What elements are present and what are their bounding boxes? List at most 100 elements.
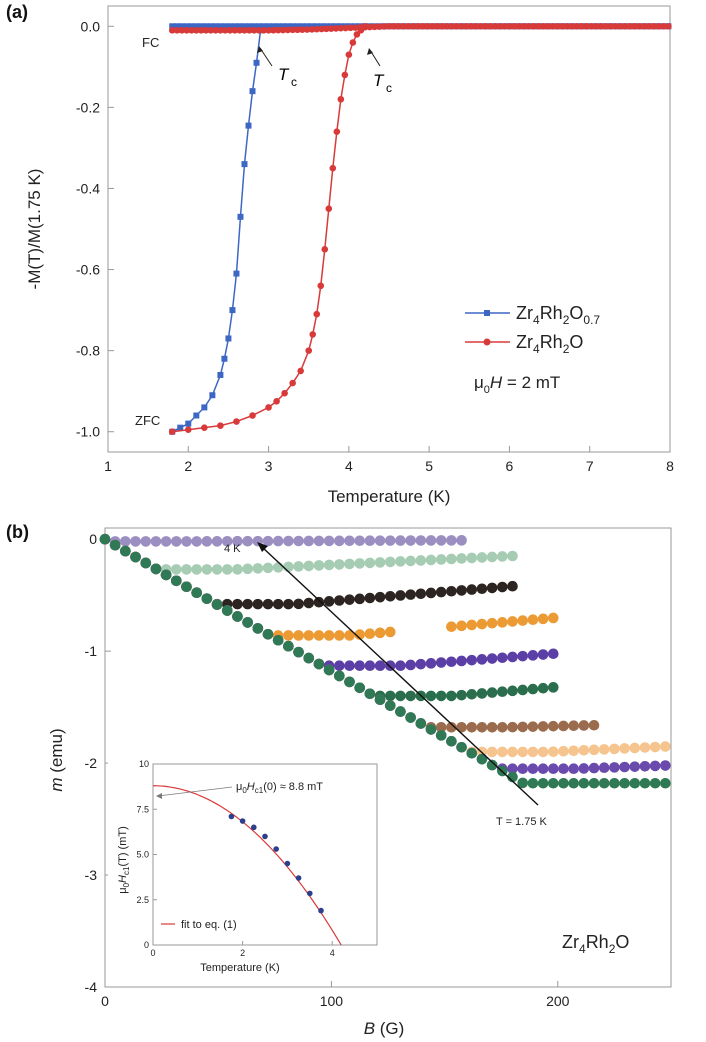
magnetization-point xyxy=(242,598,253,610)
magnetization-point xyxy=(171,564,182,575)
inset-data-point xyxy=(262,833,268,840)
inset-data-point xyxy=(251,824,257,831)
fc-data-point xyxy=(217,23,224,30)
magnetization-point xyxy=(649,777,661,789)
fc-data-point xyxy=(241,23,248,30)
magnetization-point xyxy=(384,591,396,602)
x-tick-label: 8 xyxy=(666,458,674,474)
magnetization-point xyxy=(497,652,508,664)
magnetization-point xyxy=(466,654,478,666)
fc-data-point xyxy=(573,22,581,30)
zfc-data-point xyxy=(241,161,248,168)
fc-data-point xyxy=(202,23,209,30)
magnetization-point xyxy=(517,721,529,733)
magnetization-point xyxy=(364,660,376,671)
fc-data-point xyxy=(250,27,258,34)
panel-b-x-ticks: 0 100 200 xyxy=(101,981,570,1009)
fc-data-point xyxy=(650,22,658,30)
magnetization-point xyxy=(517,777,529,789)
magnetization-point xyxy=(395,706,406,717)
x-tick-label: 2 xyxy=(184,458,192,474)
zfc-data-point xyxy=(221,355,228,362)
fc-data-point xyxy=(222,23,229,30)
magnetization-point xyxy=(303,560,315,572)
magnetization-point xyxy=(537,777,549,789)
fc-data-point xyxy=(323,25,330,33)
fc-data-point xyxy=(631,22,638,30)
fc-data-point xyxy=(414,22,422,30)
magnetization-point xyxy=(109,539,121,551)
inset-y-tick-label: 7.5 xyxy=(136,804,149,814)
magnetization-point xyxy=(558,763,569,774)
x-tick-label: 0 xyxy=(101,993,109,1009)
fc-data-point xyxy=(535,22,542,30)
fc-data-point xyxy=(217,27,224,34)
fc-data-point xyxy=(332,25,340,32)
magnetization-point xyxy=(313,535,325,547)
panel-a-x-axis-title: Temperature (K) xyxy=(328,487,451,506)
fc-data-point xyxy=(241,27,248,34)
x-tick-label: 1 xyxy=(104,458,112,474)
magnetization-point xyxy=(374,660,386,671)
fc-data-point xyxy=(636,22,643,30)
fc-data-point xyxy=(231,27,239,34)
fc-data-point xyxy=(236,27,243,34)
magnetization-point xyxy=(313,658,325,670)
x-tick-label: 5 xyxy=(425,458,433,474)
fc-data-point xyxy=(486,22,494,30)
magnetization-point xyxy=(262,598,274,610)
fc-data-point xyxy=(173,27,181,34)
magnetization-point xyxy=(395,590,406,601)
fc-data-point xyxy=(501,22,508,30)
panel-b: (b) 0 100 200 0-1-2-3-4 B (G) m (emu) 4 K … xyxy=(6,522,672,1038)
magnetization-point xyxy=(364,628,376,640)
magnetization-point xyxy=(466,584,478,595)
magnetization-point xyxy=(272,634,284,646)
fc-data-point xyxy=(183,27,190,34)
fc-data-point xyxy=(477,22,484,30)
magnetization-point xyxy=(181,581,192,593)
magnetization-point xyxy=(160,569,172,581)
magnetization-point xyxy=(435,535,447,546)
magnetization-point xyxy=(211,599,223,610)
fc-data-point xyxy=(299,23,306,30)
y-tick-label: -0.4 xyxy=(76,180,100,196)
fc-data-point xyxy=(188,23,195,30)
magnetization-point xyxy=(497,617,508,628)
magnetization-point xyxy=(456,535,467,546)
zfc-data-point xyxy=(233,270,240,277)
magnetization-point xyxy=(527,777,539,789)
magnetization-point xyxy=(425,724,437,735)
y-tick-label: -1 xyxy=(85,643,98,659)
fc-label: FC xyxy=(142,35,159,50)
magnetization-point xyxy=(588,777,600,789)
tc-label-red-sub: c xyxy=(386,81,392,95)
fc-data-point xyxy=(530,22,537,30)
magnetization-point xyxy=(232,598,243,610)
fc-data-point xyxy=(265,23,272,30)
fc-data-point xyxy=(178,27,186,34)
magnetization-point xyxy=(497,686,508,698)
tc-label-blue-sub: c xyxy=(291,75,297,89)
fc-data-point xyxy=(457,22,465,30)
fc-data-point xyxy=(443,22,451,30)
magnetization-point xyxy=(578,744,590,756)
magnetization-point xyxy=(578,777,590,789)
magnetization-point xyxy=(497,581,508,593)
zfc-data-point xyxy=(225,335,232,342)
fc-data-point xyxy=(549,22,557,30)
temperature-arrowhead xyxy=(257,542,268,552)
magnetization-point xyxy=(313,630,325,641)
magnetization-point xyxy=(446,736,457,747)
magnetization-point xyxy=(252,623,264,634)
magnetization-point xyxy=(588,744,600,756)
compound-label: Zr4Rh2O xyxy=(562,932,629,956)
inset-annotation-arrowhead xyxy=(156,793,162,799)
magnetization-point xyxy=(354,558,366,569)
magnetization-point xyxy=(293,535,304,547)
panel-a-series xyxy=(168,22,672,436)
magnetization-point xyxy=(435,554,447,565)
panel-b-series xyxy=(99,533,671,789)
magnetization-point xyxy=(374,694,386,705)
fc-data-point xyxy=(207,23,214,30)
